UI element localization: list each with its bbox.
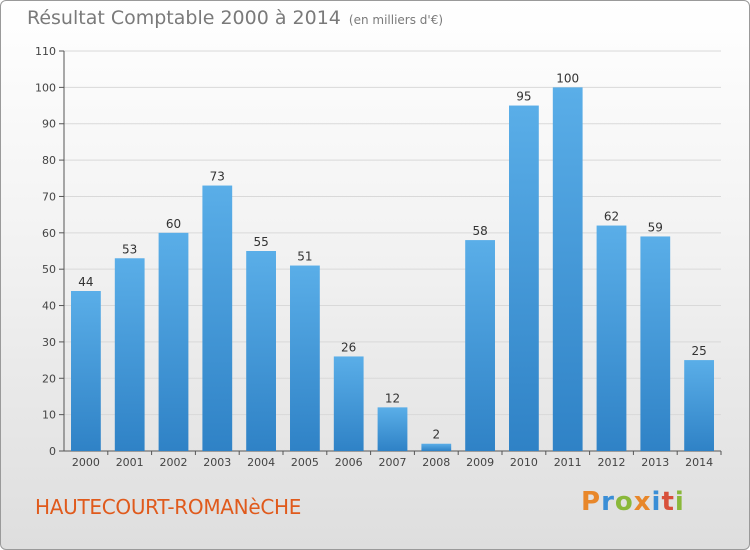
x-tick-label: 2014 [685,456,713,469]
bar [596,225,627,451]
value-label: 58 [472,224,487,238]
y-tick-label: 100 [35,81,56,94]
x-tick-label: 2009 [466,456,494,469]
y-tick-label: 30 [42,336,56,349]
value-label: 26 [341,340,356,354]
y-tick-label: 110 [35,45,56,58]
value-label: 53 [122,242,137,256]
bar [114,258,145,451]
bar [640,236,671,451]
bar [509,105,539,451]
y-tick-label: 10 [42,409,56,422]
value-label: 44 [78,275,93,289]
chart-title-text: Résultat Comptable 2000 à 2014 [27,7,341,29]
bar [290,265,320,451]
x-tick-label: 2010 [510,456,538,469]
value-label: 100 [556,71,579,85]
y-tick-label: 90 [42,118,56,131]
x-tick-label: 2011 [554,456,582,469]
proxiti-logo: Proxiti [581,487,685,517]
bar [465,240,495,451]
value-label: 59 [648,220,663,234]
y-tick-label: 70 [42,190,56,203]
bars [71,87,714,451]
x-tick-label: 2007 [379,456,407,469]
value-label: 51 [297,250,312,264]
x-tick-label: 2013 [641,456,669,469]
y-tick-label: 20 [42,372,56,385]
y-tick-label: 60 [42,227,56,240]
value-label: 73 [210,170,225,184]
bar [377,407,408,451]
value-label: 25 [691,344,706,358]
value-label: 60 [166,217,181,231]
x-tick-label: 2006 [335,456,363,469]
x-tick-label: 2002 [160,456,188,469]
value-label: 2 [432,428,440,442]
bar [246,251,276,451]
x-tick-label: 2000 [72,456,100,469]
labels: 0 10 20 30 40 50 60 70 80 90 100 110 44 2000 53 2001 60 2… [35,45,713,469]
value-label: 95 [516,90,531,104]
bar [684,360,714,451]
bar [421,443,452,451]
chart-unit-label: (en milliers d'€) [348,13,444,27]
y-tick-label: 0 [49,445,56,458]
bar [333,356,364,451]
value-label: 12 [385,391,400,405]
bar [71,291,101,451]
x-tick-label: 2004 [247,456,275,469]
x-tick-label: 2008 [422,456,450,469]
value-label: 62 [604,210,619,224]
y-tick-label: 80 [42,154,56,167]
bar [552,87,583,451]
y-tick-label: 40 [42,300,56,313]
value-label: 55 [253,235,268,249]
x-tick-label: 2005 [291,456,319,469]
y-tick-label: 50 [42,263,56,276]
x-tick-label: 2012 [598,456,626,469]
commune-name: HAUTECOURT-ROMANèCHE [35,495,302,519]
x-tick-label: 2003 [203,456,231,469]
bar [202,185,233,451]
x-tick-label: 2001 [116,456,144,469]
bar [158,232,189,451]
chart-title: Résultat Comptable 2000 à 2014 (en millie… [27,7,443,29]
